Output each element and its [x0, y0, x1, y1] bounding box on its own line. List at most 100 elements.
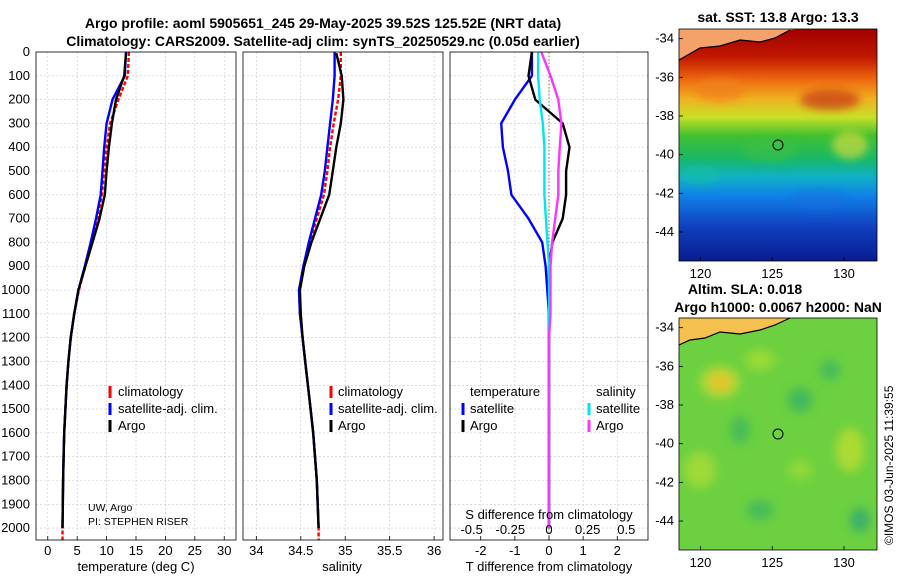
coastline: [678, 317, 791, 346]
argo-line: [298, 52, 345, 529]
land-mask: [679, 29, 800, 60]
argo-position-marker: [772, 428, 784, 440]
sst-axes-box: [678, 28, 878, 262]
temperature-legend: climatology satellite-adj. clim. Argo: [108, 384, 218, 433]
x-tick-label: 25: [188, 543, 202, 558]
y-tick-label: -34: [655, 320, 674, 335]
legend-argo-label: Argo: [118, 418, 145, 433]
x-tick-label: 125: [761, 266, 783, 281]
salinity-xlabel: salinity: [322, 559, 362, 574]
depth-tick-label: 800: [8, 234, 30, 249]
depth-tick-label: 1300: [1, 353, 30, 368]
depth-tick-label: 1400: [1, 377, 30, 392]
depth-tick-label: 500: [8, 163, 30, 178]
y-tick-label: -36: [655, 69, 674, 84]
x-tick-label: 10: [99, 543, 113, 558]
depth-tick-label: 700: [8, 211, 30, 226]
s-tick-label: -0.5: [460, 522, 482, 537]
legend-satellite-label: satellite-adj. clim.: [338, 401, 438, 416]
legend-temperature-title: temperature: [470, 384, 540, 399]
depth-tick-label: 1800: [1, 472, 30, 487]
depth-tick-label: 300: [8, 115, 30, 130]
y-tick-label: -44: [655, 513, 674, 528]
depth-tick-label: 1600: [1, 425, 30, 440]
sst-map-title: sat. SST: 13.8 Argo: 13.3: [697, 9, 859, 25]
x-tick-label: 130: [833, 555, 855, 570]
s-tick-label: 0: [545, 522, 552, 537]
depth-tick-label: 1700: [1, 449, 30, 464]
title-line1: Argo profile: aoml 5905651_245 29-May-20…: [85, 15, 561, 31]
x-tick-label: 130: [833, 266, 855, 281]
legend-sat-t-label: satellite: [470, 401, 514, 416]
depth-tick-label: 900: [8, 258, 30, 273]
argo-line: [61, 53, 128, 529]
legend-argo-label: Argo: [338, 418, 365, 433]
difference-legend: temperature salinity satellite Argo sate…: [461, 384, 640, 433]
title-line2: Climatology: CARS2009. Satellite-adj cli…: [66, 33, 580, 49]
x-tick-label: 120: [690, 555, 712, 570]
x-tick-label: 2: [614, 543, 621, 558]
s-diff-label: S difference from climatology: [465, 507, 633, 522]
depth-tick-label: 0: [23, 44, 30, 59]
x-tick-label: 36: [427, 543, 441, 558]
y-tick-label: -44: [655, 224, 674, 239]
climatology-line: [297, 52, 342, 540]
x-tick-label: 0: [44, 543, 51, 558]
legend-climatology-label: climatology: [118, 384, 184, 399]
credit-line1: UW, Argo: [88, 502, 133, 514]
legend-climatology-label: climatology: [338, 384, 404, 399]
depth-tick-label: 100: [8, 68, 30, 83]
x-tick-label: 34: [249, 543, 263, 558]
climatology-line: [61, 51, 131, 540]
x-tick-label: 1: [580, 543, 587, 558]
temperature-xlabel: temperature (deg C): [77, 559, 194, 574]
t-diff-xlabel: T difference from climatology: [466, 559, 633, 574]
y-tick-label: -42: [655, 474, 674, 489]
sla-map-title2: Argo h1000: 0.0067 h2000: NaN: [674, 299, 882, 315]
salinity-panel: 34 34.5 35 35.5 36 salinity climatology sate…: [242, 51, 444, 574]
sla-map: Altim. SLA: 0.018 Argo h1000: 0.0067 h20…: [655, 281, 882, 570]
argo-s-diff-line: [540, 51, 563, 529]
credit-line2: PI: STEPHEN RISER: [88, 516, 189, 528]
x-tick-label: 5: [74, 543, 81, 558]
s-tick-label: -0.25: [496, 522, 526, 537]
temperature-panel: 0100200300400500600700800900100011001200…: [1, 44, 237, 574]
depth-tick-label: 200: [8, 92, 30, 107]
sla-axes-box: [678, 317, 878, 551]
depth-tick-label: 400: [8, 139, 30, 154]
depth-tick-label: 1000: [1, 282, 30, 297]
y-tick-label: -40: [655, 147, 674, 162]
y-tick-label: -38: [655, 397, 674, 412]
legend-argo-s-label: Argo: [596, 418, 623, 433]
s-tick-label: 0.5: [617, 522, 635, 537]
depth-tick-label: 1900: [1, 496, 30, 511]
x-tick-label: 20: [158, 543, 172, 558]
depth-tick-label: 1500: [1, 401, 30, 416]
depth-tick-label: 1100: [2, 306, 30, 321]
x-tick-label: 125: [761, 555, 783, 570]
s-tick-label: 0.25: [575, 522, 600, 537]
x-tick-label: 0: [545, 543, 552, 558]
difference-panel: -2 -1 0 1 2 T difference from climatology S …: [449, 51, 649, 574]
y-tick-label: -34: [655, 31, 674, 46]
y-tick-label: -40: [655, 436, 674, 451]
legend-salinity-title: salinity: [596, 384, 636, 399]
x-tick-label: 120: [690, 266, 712, 281]
sla-map-title1: Altim. SLA: 0.018: [688, 281, 803, 297]
sst-texture: [680, 78, 868, 210]
x-tick-label: 35.5: [377, 543, 402, 558]
x-tick-label: 34.5: [288, 543, 313, 558]
x-tick-label: 15: [129, 543, 143, 558]
salinity-axes-box: [242, 51, 444, 541]
coastline: [678, 29, 791, 61]
y-tick-label: -42: [655, 185, 674, 200]
salinity-legend: climatology satellite-adj. clim. Argo: [329, 384, 438, 433]
legend-satellite-label: satellite-adj. clim.: [118, 401, 218, 416]
x-tick-label: 30: [217, 543, 231, 558]
legend-sat-s-label: satellite: [596, 401, 640, 416]
depth-tick-label: 1200: [1, 330, 30, 345]
x-tick-label: -2: [475, 543, 487, 558]
land-mask: [679, 318, 790, 345]
argo-position-marker: [772, 139, 784, 151]
